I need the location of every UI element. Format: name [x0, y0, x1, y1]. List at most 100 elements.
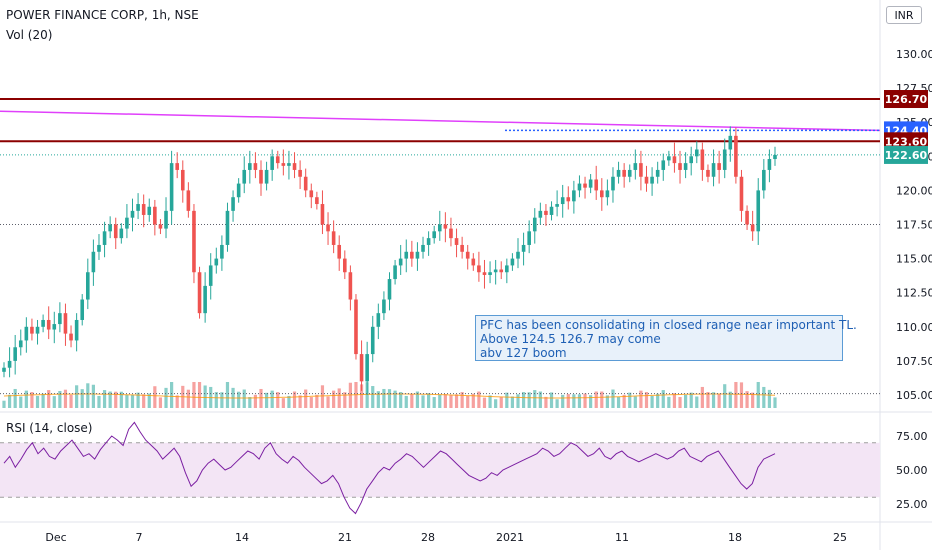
candle-body — [315, 197, 319, 205]
volume-bar — [717, 393, 721, 408]
candle-body — [516, 251, 520, 259]
volume-bar — [130, 394, 135, 408]
candle-body — [169, 163, 174, 211]
volume-bar — [175, 395, 179, 408]
annotation-line-2: Above 124.5 126.7 may come — [480, 332, 661, 346]
time-tick-label: 18 — [728, 531, 742, 544]
candle-body — [231, 197, 235, 211]
candle-body — [505, 265, 509, 273]
volume-bar — [86, 383, 90, 408]
candle-body — [365, 354, 369, 382]
candle-body — [136, 204, 140, 211]
volume-bar — [270, 390, 274, 408]
text-annotation[interactable]: PFC has been consolidating in closed ran… — [475, 315, 857, 361]
volume-bar — [253, 394, 258, 408]
volume-bar — [237, 391, 241, 408]
volume-bar — [410, 393, 414, 408]
volume-bar — [315, 394, 319, 408]
volume-bar — [376, 391, 380, 408]
volume-bar — [622, 394, 626, 408]
volume-bar — [561, 394, 565, 408]
volume-bar — [633, 396, 637, 408]
candle-body — [287, 163, 291, 166]
candle-body — [108, 224, 112, 232]
candle-body — [354, 299, 358, 355]
candle-body — [655, 169, 660, 177]
volume-bar — [421, 395, 425, 408]
candle-body — [443, 224, 448, 229]
volume-bar — [298, 395, 302, 408]
candle-body — [588, 179, 593, 188]
volume-bar — [700, 386, 704, 408]
volume-bar — [583, 393, 587, 408]
symbol-title[interactable]: POWER FINANCE CORP, 1h, NSE — [6, 8, 199, 22]
volume-bar — [69, 394, 73, 408]
volume-bar — [723, 384, 727, 408]
candle-body — [756, 190, 761, 232]
price-tick-label: 120.00 — [896, 184, 932, 197]
candle-body — [594, 179, 599, 191]
volume-bar — [589, 395, 593, 408]
candle-body — [689, 156, 693, 164]
trendline[interactable] — [0, 110, 881, 132]
candle-body — [141, 204, 146, 215]
rsi-legend[interactable]: RSI (14, close) — [6, 421, 93, 435]
candle-body — [370, 326, 375, 355]
volume-bar — [762, 386, 766, 408]
volume-bar — [75, 385, 79, 408]
volume-bar — [214, 392, 218, 408]
price-tag-label: 123.60 — [885, 135, 928, 148]
volume-bar — [119, 391, 123, 408]
volume-legend[interactable]: Vol (20) — [6, 28, 53, 42]
candle-body — [74, 319, 79, 341]
candle-body — [253, 163, 258, 170]
volume-bar — [482, 397, 487, 408]
candle-body — [63, 313, 68, 334]
currency-label: INR — [894, 9, 914, 22]
volume-bar — [739, 382, 744, 408]
volume-bar — [292, 391, 297, 408]
candle-body — [298, 169, 302, 177]
time-tick-label: 14 — [235, 531, 249, 544]
volume-bar — [773, 397, 777, 408]
candle-body — [348, 272, 353, 300]
candle-body — [762, 169, 766, 191]
volume-bar — [309, 397, 313, 408]
volume-bar — [605, 395, 609, 408]
candle-body — [672, 156, 677, 164]
price-tick-label: 105.00 — [896, 389, 932, 402]
candle-body — [292, 163, 297, 170]
candle-body — [683, 163, 688, 170]
rsi-line[interactable] — [3, 421, 776, 515]
candle-body — [102, 231, 107, 245]
candle-body — [97, 244, 101, 252]
candle-body — [326, 224, 330, 232]
volume-bar — [13, 388, 17, 408]
volume-bar — [287, 395, 291, 408]
volume-bar — [639, 390, 643, 408]
candle-body — [605, 190, 610, 198]
volume-bar — [58, 390, 62, 408]
candle-body — [661, 160, 666, 170]
volume-bar — [695, 396, 699, 408]
candle-body — [242, 169, 247, 184]
time-tick-label: 25 — [833, 531, 847, 544]
candle-body — [264, 169, 269, 184]
candle-body — [58, 313, 62, 325]
volume-bar — [415, 391, 420, 408]
volume-bar — [527, 392, 531, 408]
volume-bar — [460, 392, 464, 408]
volume-bar — [387, 389, 392, 408]
price-tick-label: 107.50 — [896, 355, 932, 368]
volume-bar — [225, 382, 230, 408]
currency-selector[interactable]: INR — [886, 6, 922, 24]
annotation-line-1: PFC has been consolidating in closed ran… — [480, 318, 857, 332]
candle-body — [147, 206, 152, 215]
volume-bar — [7, 394, 12, 408]
volume-bar — [594, 391, 598, 408]
candle-body — [275, 156, 280, 164]
candle-body — [164, 210, 168, 229]
candle-body — [69, 333, 73, 341]
volume-bar — [192, 382, 196, 408]
